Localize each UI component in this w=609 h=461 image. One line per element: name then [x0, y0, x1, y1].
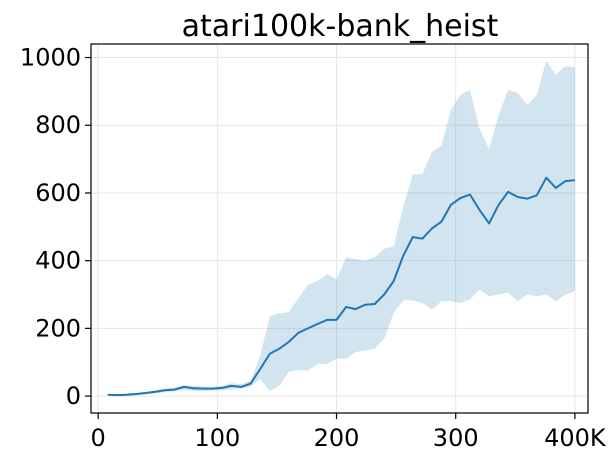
y-grid	[91, 57, 588, 397]
x-tick-label: 0	[91, 424, 106, 452]
x-tick-label: 200	[314, 424, 360, 452]
plot-frame	[90, 43, 589, 414]
mean-line	[107, 176, 576, 397]
y-tick-label: 200	[35, 314, 81, 342]
y-tick-label: 800	[35, 111, 81, 139]
x-axis-ticks: 0 100 200 300 400K	[91, 413, 607, 452]
y-tick-label: 0	[66, 382, 81, 410]
x-grid	[97, 44, 576, 413]
y-tick-label: 600	[35, 179, 81, 207]
band-layer	[107, 60, 575, 396]
confidence-band	[107, 60, 575, 396]
x-tick-label: 300	[433, 424, 479, 452]
y-axis-ticks: 0 200 400 600 800 1000	[20, 44, 91, 410]
line-layer	[107, 176, 576, 397]
y-tick-label: 1000	[20, 44, 81, 72]
y-tick-label: 400	[35, 247, 81, 275]
chart-title: atari100k-bank_heist	[182, 9, 499, 44]
x-tick-label: 400K	[544, 424, 607, 452]
x-tick-label: 100	[194, 424, 240, 452]
